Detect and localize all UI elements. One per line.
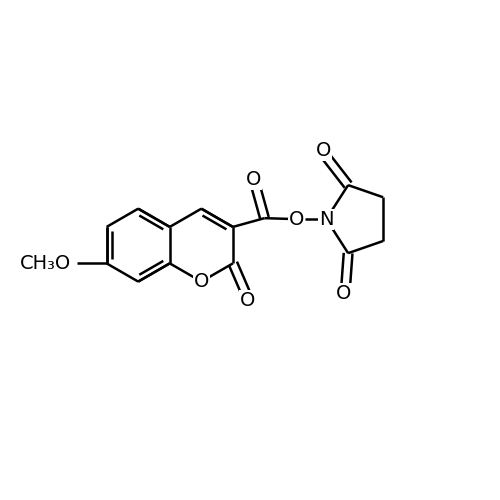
Text: O: O <box>194 272 209 291</box>
Text: O: O <box>289 210 304 229</box>
Text: O: O <box>316 140 332 160</box>
Text: CH₃O: CH₃O <box>20 254 72 273</box>
Text: O: O <box>240 292 255 310</box>
Text: O: O <box>246 170 261 189</box>
Text: N: N <box>319 210 334 229</box>
Text: O: O <box>336 284 351 302</box>
